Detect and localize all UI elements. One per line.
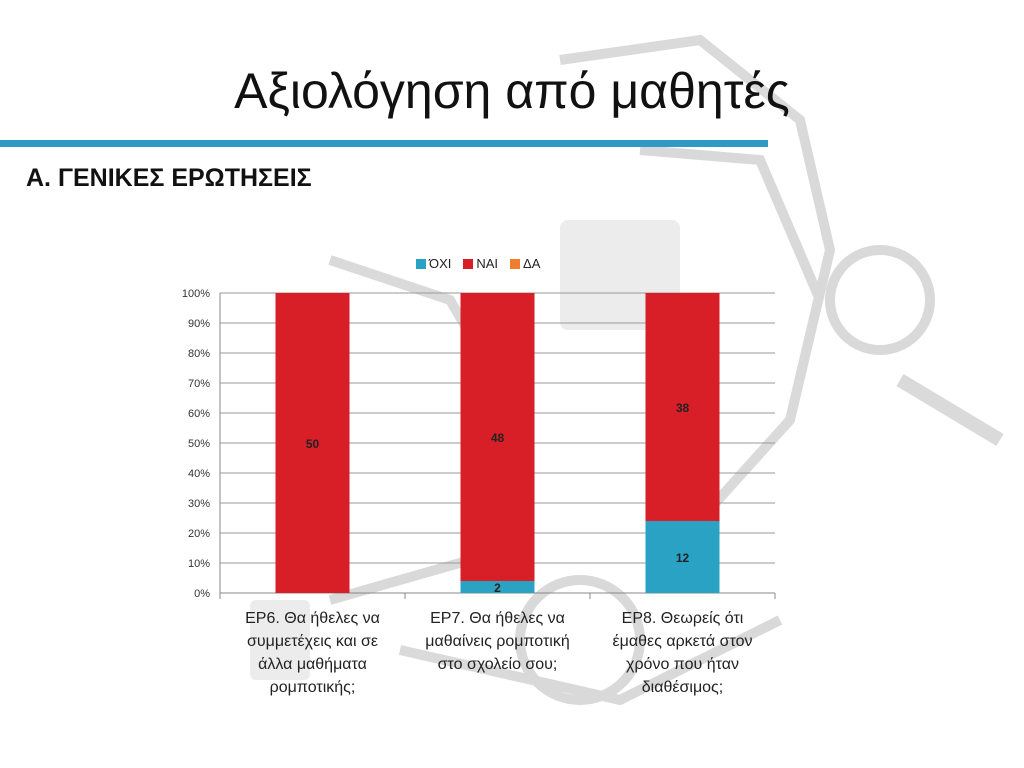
bar-oxi [460, 581, 535, 593]
y-tick-label: 60% [188, 408, 210, 420]
data-label: 50 [306, 437, 320, 451]
bar-nai [645, 293, 720, 521]
category-label-line: ΕΡ6. Θα ήθελες να [245, 610, 380, 627]
category-label-line: ΕΡ7. Θα ήθελες να [430, 610, 565, 627]
category-label-line: ρομποτικής; [269, 679, 356, 696]
category-label-line: μαθαίνεις ρομποτική [425, 633, 570, 650]
y-tick-label: 40% [188, 468, 210, 480]
y-tick-label: 20% [188, 528, 210, 540]
section-heading: Α. ΓΕΝΙΚΕΣ ΕΡΩΤΗΣΕΙΣ [26, 164, 312, 192]
category-label-line: έμαθες αρκετά στον [612, 633, 753, 650]
chart-legend: ΌΧΙ ΝΑΙ ΔΑ [416, 256, 540, 271]
category-label-line: χρόνο που ήταν [626, 656, 739, 673]
data-label: 48 [491, 431, 505, 445]
bar-oxi [645, 521, 720, 593]
bar-nai [460, 293, 535, 581]
legend-label-nai: ΝΑΙ [476, 256, 499, 271]
y-tick-label: 90% [188, 318, 210, 330]
legend-label-oxi: ΌΧΙ [429, 256, 452, 271]
legend-label-da: ΔΑ [523, 256, 541, 271]
data-label: 12 [676, 551, 690, 565]
legend-item-nai: ΝΑΙ [463, 256, 498, 271]
category-label: ΕΡ8. Θεωρείς ότι έμαθες αρκετά στον χρόνο … [593, 607, 773, 699]
category-label-line: διαθέσιμος; [641, 679, 724, 696]
y-tick-label: 0% [194, 588, 210, 600]
legend-swatch-nai [463, 258, 474, 269]
category-label: ΕΡ6. Θα ήθελες να συμμετέχεις και σε άλλα … [223, 607, 403, 699]
category-label-line: ΕΡ8. Θεωρείς ότι [621, 610, 744, 627]
legend-swatch-oxi [416, 258, 426, 269]
y-tick-label: 80% [188, 348, 210, 360]
chart-plot-area: 0%10%20%30%40%50%60%70%80%90%100%0502481… [182, 288, 776, 600]
legend-swatch-da [510, 258, 521, 269]
data-label: 38 [676, 401, 690, 415]
category-label-line: στο σχολείο σου; [437, 656, 558, 673]
y-tick-label: 30% [188, 498, 210, 510]
data-label: 2 [494, 581, 501, 595]
title-underline-rule [0, 140, 768, 147]
y-tick-label: 100% [182, 288, 210, 300]
category-label-line: άλλα μαθήματα [258, 656, 367, 673]
y-tick-label: 10% [188, 558, 210, 570]
category-label: ΕΡ7. Θα ήθελες να μαθαίνεις ρομποτική στο … [408, 607, 588, 676]
category-label-line: συμμετέχεις και σε [247, 633, 378, 650]
bar-nai [275, 293, 350, 593]
y-tick-label: 50% [188, 438, 210, 450]
slide-title: Αξιολόγηση από μαθητές [234, 63, 790, 119]
legend-item-da: ΔΑ [510, 256, 540, 271]
legend-item-oxi: ΌΧΙ [416, 256, 451, 271]
stacked-bar-chart: ΌΧΙ ΝΑΙ ΔΑ 0% 10% 20% 30% 40% 50% 60% 70% 80% 90%… [160, 250, 800, 710]
y-tick-label: 70% [188, 378, 210, 390]
